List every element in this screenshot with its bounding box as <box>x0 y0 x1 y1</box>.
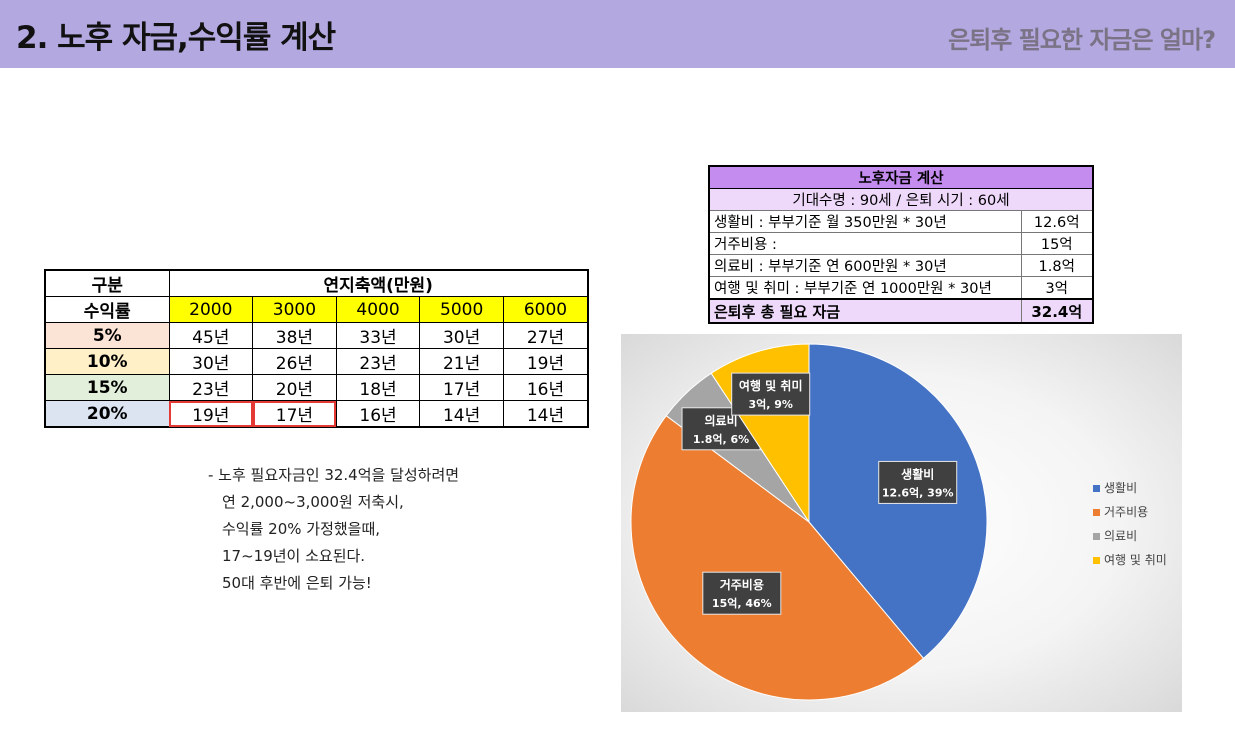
amount-cell: 3000 <box>252 296 337 323</box>
years-cell: 26년 <box>252 348 337 375</box>
fund-label: 여행 및 취미 : 부부기준 연 1000만원 * 30년 <box>708 276 1022 300</box>
legend-label: 거주비용 <box>1104 505 1149 519</box>
rate-cell: 5% <box>44 322 170 349</box>
years-cell: 33년 <box>335 322 421 349</box>
years-cell: 30년 <box>419 322 504 349</box>
conclusion-note: - 노후 필요자금인 32.4억을 달성하려면 연 2,000~3,000원 저… <box>208 462 459 597</box>
gubun-header: 구분 <box>44 269 170 297</box>
amount-cell: 5000 <box>419 296 504 323</box>
amount-cell: 4000 <box>335 296 421 323</box>
table-row: 거주비용 : 15억 <box>708 232 1094 255</box>
pie-chart-svg: 생활비 12.6억, 39% 거주비용 15억, 46% 의료비 1.8억, 6% 여행 및… <box>630 343 988 701</box>
years-cell: 30년 <box>168 348 254 375</box>
amount-cell: 2000 <box>168 296 254 323</box>
years-cell: 14년 <box>502 400 589 428</box>
legend-item: 거주비용 <box>1093 500 1167 524</box>
fund-title-row: 노후자금 계산 <box>708 165 1094 189</box>
data-label-value: 3억, 9% <box>748 398 792 411</box>
legend-swatch <box>1093 484 1100 492</box>
note-line: 연 2,000~3,000원 저축시, <box>222 493 404 511</box>
fund-subtitle: 기대수명 : 90세 / 은퇴 시기 : 60세 <box>708 188 1094 211</box>
table-row: 생활비 : 부부기준 월 350만원 * 30년 12.6억 <box>708 210 1094 233</box>
years-cell: 45년 <box>168 322 254 349</box>
fund-value: 3억 <box>1020 276 1094 300</box>
page-subtitle: 은퇴후 필요한 자금은 얼마? <box>948 26 1216 54</box>
legend-label: 생활비 <box>1104 481 1138 495</box>
fund-value: 1.8억 <box>1020 254 1094 277</box>
savings-amount-header: 연지축액(만원) <box>168 269 589 297</box>
data-label-category: 의료비 <box>704 413 737 428</box>
legend-item: 생활비 <box>1093 476 1167 500</box>
highlighted-years-cell: 17년 <box>252 400 337 428</box>
table-row: 여행 및 취미 : 부부기준 연 1000만원 * 30년 3억 <box>708 276 1094 300</box>
years-cell: 21년 <box>419 348 504 375</box>
years-cell: 23년 <box>335 348 421 375</box>
legend-label: 여행 및 취미 <box>1104 553 1167 567</box>
legend-swatch <box>1093 532 1100 540</box>
legend-item: 여행 및 취미 <box>1093 548 1167 572</box>
total-value: 32.4억 <box>1020 298 1094 324</box>
table-header-row: 구분 연지축액(만원) <box>44 269 589 297</box>
legend-label: 의료비 <box>1104 529 1138 543</box>
years-cell: 20년 <box>252 374 337 401</box>
data-label-1: 거주비용 15억, 46% <box>702 571 782 615</box>
data-label-value: 1.8억, 6% <box>693 433 749 446</box>
fund-value: 15억 <box>1020 232 1094 255</box>
data-label-3: 여행 및 취미 3억, 9% <box>731 372 811 416</box>
page-header: 2. 노후 자금,수익률 계산 은퇴후 필요한 자금은 얼마? <box>0 0 1235 68</box>
table-row: 5% 45년 38년 33년 30년 27년 <box>44 322 589 349</box>
total-row: 은퇴후 총 필요 자금 32.4억 <box>708 298 1094 324</box>
table-row: 20% 19년 17년 16년 14년 14년 <box>44 400 589 428</box>
years-cell: 23년 <box>168 374 254 401</box>
fund-label: 생활비 : 부부기준 월 350만원 * 30년 <box>708 210 1022 233</box>
rate-cell: 20% <box>44 400 170 428</box>
years-cell: 16년 <box>335 400 421 428</box>
note-line: 수익률 20% 가정했을때, <box>222 520 381 538</box>
fund-subtitle-row: 기대수명 : 90세 / 은퇴 시기 : 60세 <box>708 188 1094 211</box>
note-line: - 노후 필요자금인 32.4억을 달성하려면 <box>208 466 460 484</box>
data-label-category: 거주비용 <box>720 577 764 592</box>
pie-chart: 생활비 12.6억, 39% 거주비용 15억, 46% 의료비 1.8억, 6% 여행 및… <box>621 334 1182 712</box>
data-label-0: 생활비 12.6억, 39% <box>878 460 958 504</box>
years-cell: 17년 <box>419 374 504 401</box>
fund-title: 노후자금 계산 <box>708 165 1094 189</box>
data-label-category: 여행 및 취미 <box>739 378 803 393</box>
legend-swatch <box>1093 508 1100 516</box>
data-label-category: 생활비 <box>901 466 934 481</box>
note-line: 50대 후반에 은퇴 가능! <box>222 574 372 592</box>
fund-label: 거주비용 : <box>708 232 1022 255</box>
years-cell: 14년 <box>419 400 504 428</box>
rate-cell: 15% <box>44 374 170 401</box>
years-cell: 38년 <box>252 322 337 349</box>
years-cell: 16년 <box>502 374 589 401</box>
table-row: 10% 30년 26년 23년 21년 19년 <box>44 348 589 375</box>
fund-value: 12.6억 <box>1020 210 1094 233</box>
total-label: 은퇴후 총 필요 자금 <box>708 298 1022 324</box>
legend-swatch <box>1093 556 1100 564</box>
table-row: 15% 23년 20년 18년 17년 16년 <box>44 374 589 401</box>
fund-label: 의료비 : 부부기준 연 600만원 * 30년 <box>708 254 1022 277</box>
years-cell: 27년 <box>502 322 589 349</box>
amount-row: 수익률 2000 3000 4000 5000 6000 <box>44 296 589 323</box>
years-cell: 18년 <box>335 374 421 401</box>
rate-header: 수익률 <box>44 296 170 323</box>
legend-item: 의료비 <box>1093 524 1167 548</box>
highlighted-years-cell: 19년 <box>168 400 254 428</box>
note-line: 17~19년이 소요된다. <box>222 547 366 565</box>
data-label-value: 12.6억, 39% <box>882 486 954 499</box>
savings-years-table: 구분 연지축액(만원) 수익률 2000 3000 4000 5000 6000… <box>44 269 589 428</box>
years-cell: 19년 <box>502 348 589 375</box>
data-label-value: 15억, 46% <box>712 597 772 610</box>
rate-cell: 10% <box>44 348 170 375</box>
page-title: 2. 노후 자금,수익률 계산 <box>16 20 336 56</box>
table-row: 의료비 : 부부기준 연 600만원 * 30년 1.8억 <box>708 254 1094 277</box>
amount-cell: 6000 <box>502 296 589 323</box>
pie-slice-1 <box>630 415 925 701</box>
retirement-fund-table: 노후자금 계산 기대수명 : 90세 / 은퇴 시기 : 60세 생활비 : 부… <box>708 165 1094 324</box>
